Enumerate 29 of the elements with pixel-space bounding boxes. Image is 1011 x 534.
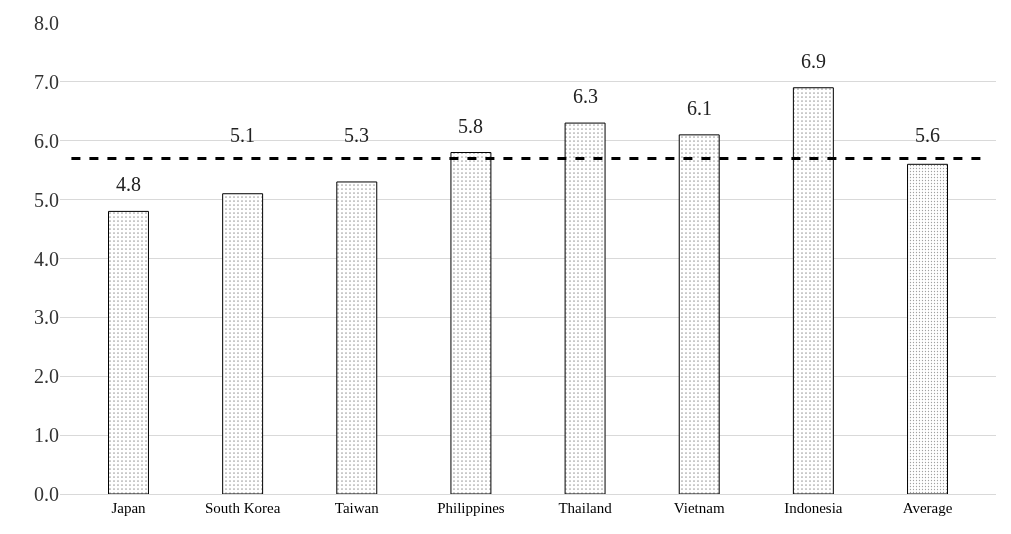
y-tick-label: 4.0 — [34, 247, 59, 270]
y-tick-label: 1.0 — [34, 424, 59, 447]
x-tick-label: Indonesia — [784, 500, 843, 516]
bar — [907, 163, 948, 494]
y-tick-label: 0.0 — [34, 483, 59, 505]
x-tick-label: Japan — [111, 500, 147, 516]
data-label: 6.1 — [687, 97, 712, 119]
x-tick-label: Philippines — [437, 500, 505, 516]
x-tick-label: Taiwan — [334, 500, 380, 516]
x-tick-label: Thailand — [558, 500, 613, 516]
data-label: 6.9 — [801, 50, 826, 72]
bar — [336, 181, 378, 494]
x-tick-label: Average — [902, 500, 953, 516]
data-label: 5.6 — [915, 124, 940, 146]
y-tick-label: 3.0 — [34, 306, 59, 329]
y-tick-label: 6.0 — [34, 129, 59, 152]
bar — [222, 193, 264, 494]
data-label: 6.3 — [573, 85, 598, 107]
y-tick-label: 7.0 — [34, 70, 59, 93]
data-label: 4.8 — [116, 173, 141, 195]
y-tick-label: 2.0 — [34, 365, 59, 388]
y-tick-label: 5.0 — [34, 188, 59, 211]
x-tick-label: Vietnam — [673, 500, 725, 516]
x-tick-label: South Korea — [204, 500, 281, 516]
data-label: 5.8 — [458, 115, 483, 137]
y-tick-label: 8.0 — [34, 12, 59, 34]
bar — [108, 210, 149, 494]
data-label: 5.1 — [230, 124, 255, 146]
data-label: 5.3 — [344, 124, 369, 146]
